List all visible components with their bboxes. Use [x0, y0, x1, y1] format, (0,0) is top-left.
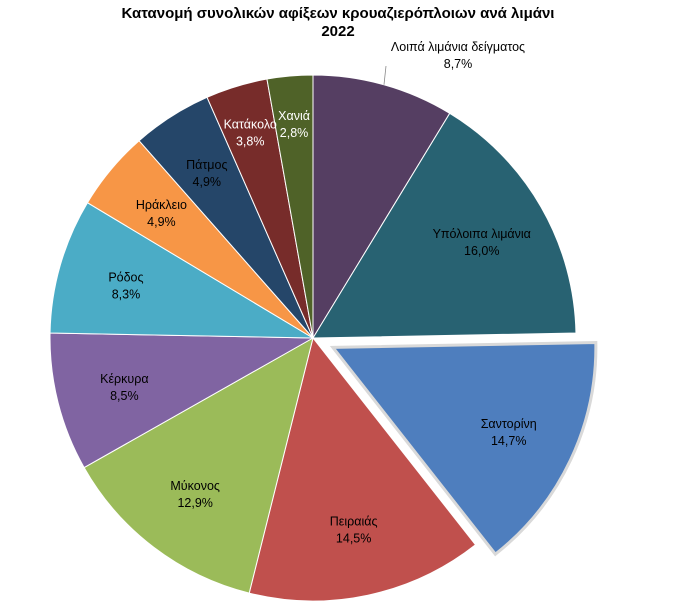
pie-slice-μυκονος	[83, 336, 314, 594]
pie-slice-λοιπα-λιμανια-δειγματος	[312, 74, 451, 340]
slice-label-ροδος: Ρόδος	[108, 270, 143, 284]
slice-label-χανια: Χανιά	[278, 109, 310, 123]
pie-labels: Λοιπά λιμάνια δείγματος 8,7% Υπόλοιπα λιμά…	[100, 40, 537, 545]
slice-value-χανια: 2,8%	[280, 126, 309, 140]
slice-value-λοιπα-λιμανια-δειγματος: 8,7%	[444, 57, 473, 71]
pie-slice-κερκυρα	[49, 332, 315, 469]
slice-value-ροδος: 8,3%	[112, 287, 141, 301]
chart-title-line-1: Κατανομή συνολικών αφίξεων κρουαζιερόπλο…	[122, 5, 555, 22]
pie-slices	[49, 74, 598, 602]
slice-label-υπολοιπα-λιμανια: Υπόλοιπα λιμάνια	[433, 227, 531, 241]
slice-value-σαντορινη: 14,7%	[491, 434, 526, 448]
slice-label-κατακολο: Κατάκολο	[224, 118, 277, 132]
slice-value-πατμος: 4,9%	[193, 175, 222, 189]
slice-value-κερκυρα: 8,5%	[110, 389, 139, 403]
pie-slice-ροδος	[49, 202, 315, 339]
slice-label-μυκονος: Μύκονος	[170, 479, 220, 493]
slice-label-πατμος: Πάτμος	[186, 158, 227, 172]
pie-slice-υπολοιπα-λιμανια	[312, 112, 577, 339]
pie-slice-πειραιας	[248, 336, 477, 602]
slice-value-υπολοιπα-λιμανια: 16,0%	[464, 244, 499, 258]
slice-label-ηρακλειο: Ηράκλειο	[136, 198, 187, 212]
slice-label-κερκυρα: Κέρκυρα	[100, 372, 148, 386]
pie-slice-χανια	[266, 74, 314, 339]
slice-label-λοιπα-λιμανια-δειγματος: Λοιπά λιμάνια δείγματος	[391, 40, 525, 54]
slice-value-πειραιας: 14,5%	[336, 531, 371, 545]
slice-value-μυκονος: 12,9%	[177, 496, 212, 510]
slice-label-πειραιας: Πειραιάς	[330, 514, 378, 528]
leader-line	[383, 65, 387, 85]
slice-label-σαντορινη: Σαντορίνη	[481, 417, 537, 431]
slice-value-κατακολο: 3,8%	[236, 135, 265, 149]
chart-title-line-2: 2022	[321, 23, 354, 40]
pie-slice-σαντορινη	[329, 340, 598, 557]
slice-value-ηρακλειο: 4,9%	[147, 215, 176, 229]
